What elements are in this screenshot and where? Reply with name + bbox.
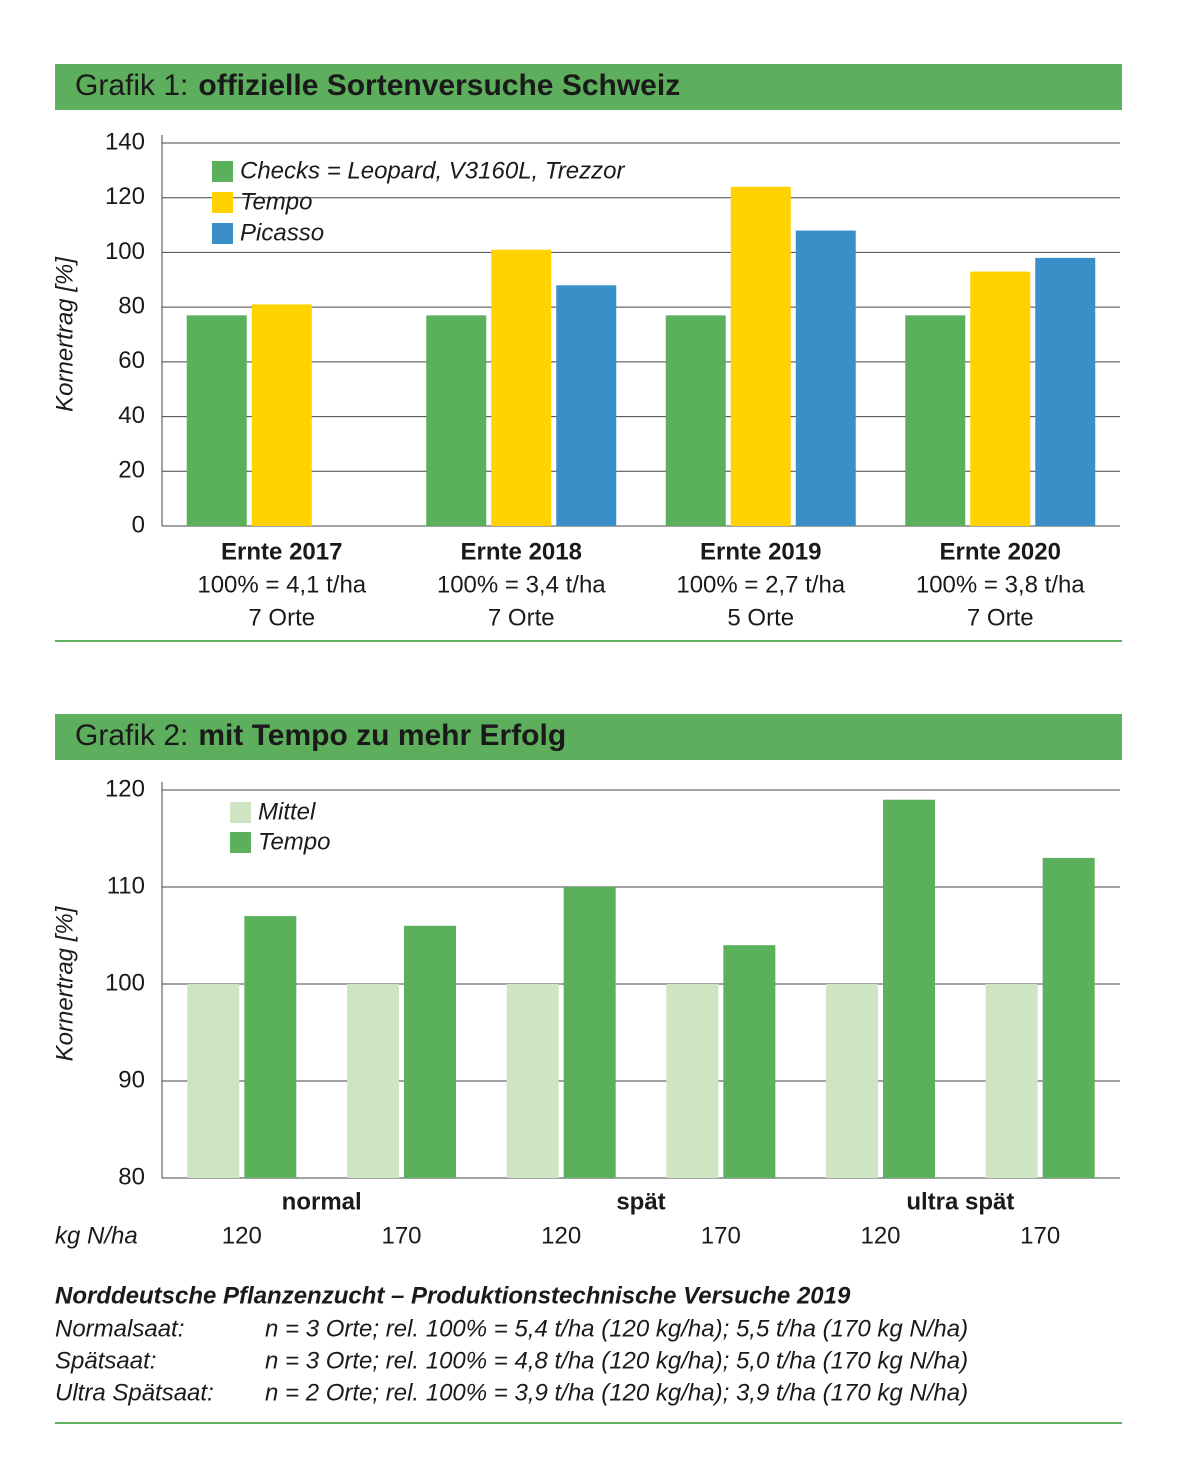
- bar: [1035, 257, 1096, 526]
- notes-label: Normalsaat:: [55, 1315, 184, 1342]
- legend-label: Checks = Leopard, V3160L, Trezzor: [240, 157, 625, 184]
- bar: [665, 315, 726, 526]
- bar: [186, 315, 247, 526]
- notes-text: n = 3 Orte; rel. 100% = 5,4 t/ha (120 kg…: [265, 1315, 968, 1342]
- y-tick-label: 0: [132, 511, 145, 538]
- x-tick-note: 7 Orte: [248, 604, 315, 631]
- chart-label: Grafik 2:: [75, 719, 188, 752]
- legend-label: Mittel: [258, 798, 316, 825]
- legend-swatch: [212, 161, 233, 182]
- bar: [666, 984, 719, 1178]
- bar: [905, 315, 966, 526]
- x-axis-label: kg N/ha: [55, 1222, 138, 1249]
- bar: [187, 984, 240, 1178]
- y-tick-label: 80: [118, 1163, 145, 1190]
- y-axis-label: Kornertrag [%]: [51, 256, 78, 412]
- legend-swatch: [230, 802, 251, 823]
- y-tick-label: 90: [118, 1066, 145, 1093]
- x-tick-label: 120: [541, 1222, 581, 1249]
- y-tick-label: 110: [107, 872, 145, 899]
- bar: [826, 984, 878, 1178]
- bar: [506, 984, 559, 1178]
- y-axis-label: Kornertrag [%]: [51, 905, 78, 1061]
- legend-swatch: [212, 223, 233, 244]
- x-tick-note: 7 Orte: [967, 604, 1034, 631]
- y-tick-label: 120: [105, 183, 145, 210]
- x-tick-label: 170: [701, 1222, 741, 1249]
- bar: [556, 285, 617, 526]
- y-tick-label: 40: [118, 402, 145, 429]
- x-tick-label: 170: [1020, 1222, 1060, 1249]
- bar: [244, 916, 297, 1178]
- notes-label: Ultra Spätsaat:: [55, 1379, 214, 1406]
- x-tick-label: Ernte 2020: [940, 538, 1061, 565]
- bar: [347, 984, 399, 1178]
- y-tick-label: 120: [105, 775, 145, 802]
- legend-label: Picasso: [240, 219, 324, 246]
- x-tick-note: 100% = 3,4 t/ha: [437, 571, 606, 598]
- y-tick-label: 100: [105, 969, 145, 996]
- notes-text: n = 3 Orte; rel. 100% = 4,8 t/ha (120 kg…: [265, 1347, 968, 1374]
- bar: [1042, 857, 1095, 1178]
- x-tick-label: 170: [381, 1222, 421, 1249]
- legend-label: Tempo: [240, 188, 313, 215]
- chart-label: Grafik 1:: [75, 69, 188, 102]
- bar: [251, 304, 312, 526]
- bar: [426, 315, 487, 526]
- x-tick-label: 120: [222, 1222, 262, 1249]
- group-label: ultra spät: [906, 1188, 1014, 1215]
- x-tick-note: 100% = 4,1 t/ha: [197, 571, 366, 598]
- x-tick-note: 100% = 2,7 t/ha: [676, 571, 845, 598]
- group-label: spät: [616, 1188, 665, 1215]
- x-tick-note: 5 Orte: [727, 604, 794, 631]
- chart-title: offizielle Sortenversuche Schweiz: [198, 69, 680, 102]
- bar: [723, 945, 776, 1178]
- y-tick-label: 140: [105, 128, 145, 155]
- notes-title: Norddeutsche Pflanzenzucht – Produktions…: [55, 1282, 851, 1309]
- legend-swatch: [212, 192, 233, 213]
- x-tick-label: Ernte 2019: [700, 538, 821, 565]
- bar: [970, 271, 1031, 526]
- bar: [404, 925, 456, 1178]
- group-label: normal: [282, 1188, 362, 1215]
- y-tick-label: 60: [118, 347, 145, 374]
- bar: [491, 249, 552, 526]
- header-bar: [55, 714, 1122, 760]
- bar: [985, 984, 1038, 1178]
- x-tick-note: 7 Orte: [488, 604, 555, 631]
- x-tick-label: Ernte 2017: [221, 538, 342, 565]
- bar: [883, 799, 935, 1178]
- x-tick-label: 120: [860, 1222, 900, 1249]
- bar: [563, 887, 616, 1178]
- notes-text: n = 2 Orte; rel. 100% = 3,9 t/ha (120 kg…: [265, 1379, 968, 1406]
- notes-label: Spätsaat:: [55, 1347, 156, 1374]
- x-tick-note: 100% = 3,8 t/ha: [916, 571, 1085, 598]
- y-tick-label: 100: [105, 238, 145, 265]
- y-tick-label: 20: [118, 457, 145, 484]
- header-bar: [55, 64, 1122, 110]
- legend-label: Tempo: [258, 828, 331, 855]
- chart-title: mit Tempo zu mehr Erfolg: [198, 719, 566, 752]
- bar: [795, 230, 856, 527]
- bar: [730, 186, 791, 526]
- legend-swatch: [230, 832, 251, 853]
- x-tick-label: Ernte 2018: [461, 538, 582, 565]
- y-tick-label: 80: [118, 292, 145, 319]
